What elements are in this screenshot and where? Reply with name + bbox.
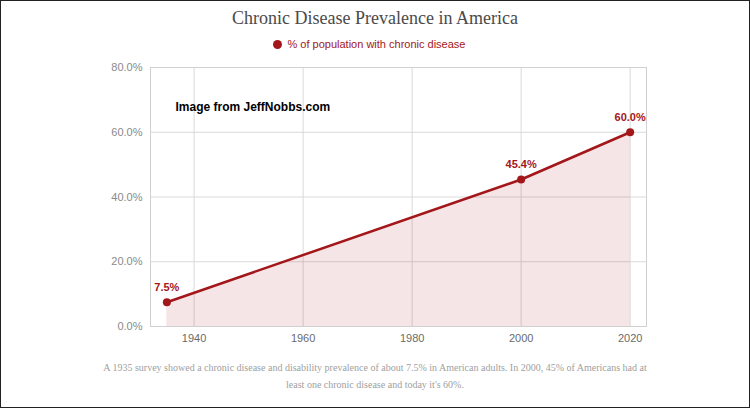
svg-text:20.0%: 20.0% bbox=[111, 255, 142, 267]
svg-text:60.0%: 60.0% bbox=[111, 126, 142, 138]
svg-text:80.0%: 80.0% bbox=[111, 61, 142, 73]
svg-text:40.0%: 40.0% bbox=[111, 191, 142, 203]
html-text:A 1935 survey showed a chronic: A 1935 survey showed a chronic disease a… bbox=[103, 362, 647, 390]
svg-text:2000: 2000 bbox=[509, 332, 533, 344]
svg-text:1960: 1960 bbox=[291, 332, 315, 344]
svg-text:7.5%: 7.5% bbox=[154, 281, 179, 293]
svg-text:0.0%: 0.0% bbox=[117, 320, 142, 332]
html-text:Chronic Disease Prevalence in: Chronic Disease Prevalence in America bbox=[232, 8, 518, 28]
html-text:% of population with chronic d: % of population with chronic disease bbox=[287, 38, 466, 50]
svg-text:1980: 1980 bbox=[400, 332, 424, 344]
svg-text:45.4%: 45.4% bbox=[506, 158, 537, 170]
svg-text:2020: 2020 bbox=[618, 332, 642, 344]
svg-text:1940: 1940 bbox=[182, 332, 206, 344]
svg-text:Image from JeffNobbs.com: Image from JeffNobbs.com bbox=[176, 100, 331, 114]
svg-text:60.0%: 60.0% bbox=[615, 111, 646, 123]
